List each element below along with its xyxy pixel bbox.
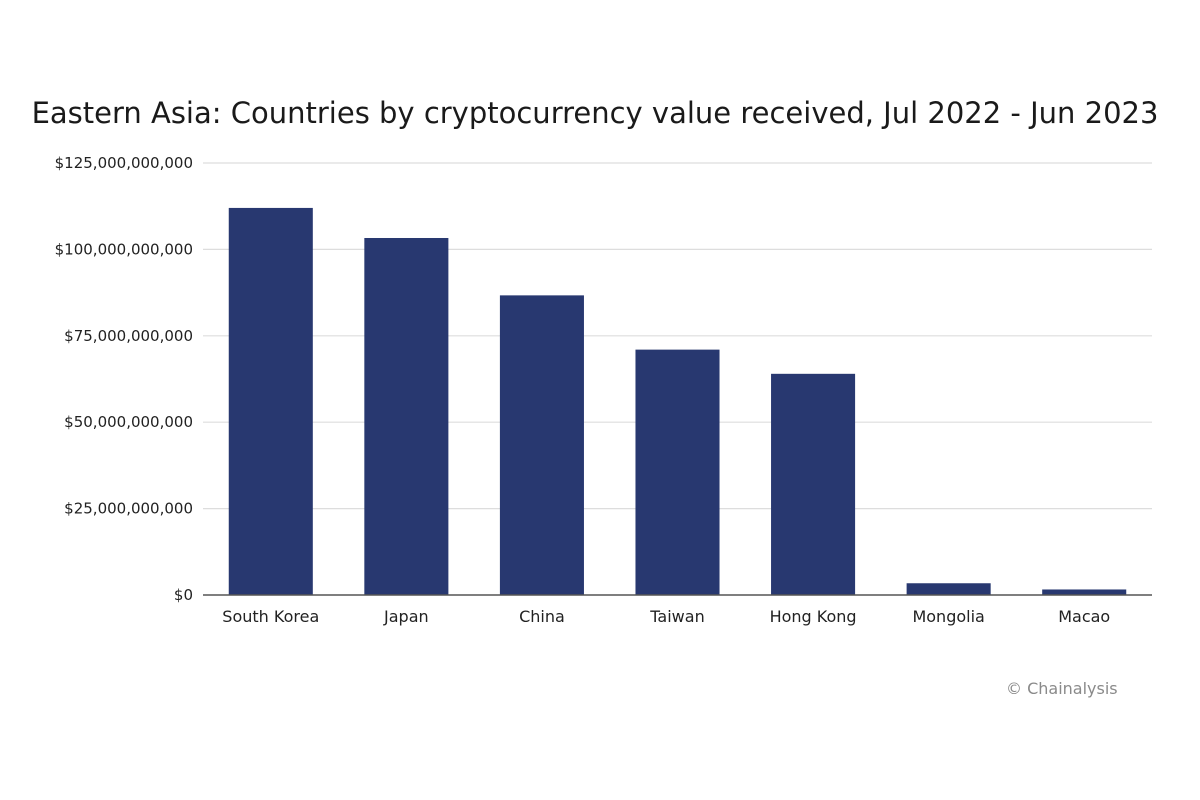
x-tick-label: Japan xyxy=(383,607,429,626)
bar xyxy=(228,207,313,596)
y-tick-label: $100,000,000,000 xyxy=(55,240,193,258)
bar xyxy=(364,237,449,596)
x-tick-label: Hong Kong xyxy=(770,607,857,626)
bar xyxy=(635,349,720,595)
x-tick-label: Taiwan xyxy=(649,607,704,626)
y-tick-label: $0 xyxy=(174,586,193,604)
y-tick-label: $50,000,000,000 xyxy=(64,413,193,431)
x-tick-label: South Korea xyxy=(222,607,319,626)
x-tick-label: Macao xyxy=(1058,607,1110,626)
y-tick-label: $75,000,000,000 xyxy=(64,327,193,345)
x-axis-tick-labels: South Korea Japan China Taiwan Hong Kong Mong… xyxy=(222,607,1110,626)
y-axis-tick-labels: $0 $25,000,000,000 $50,000,000,000 $75,000,… xyxy=(55,154,193,604)
y-tick-label: $25,000,000,000 xyxy=(64,500,193,518)
bar xyxy=(906,583,991,595)
x-tick-label: China xyxy=(519,607,565,626)
source-credit: © Chainalysis xyxy=(1006,679,1118,698)
chart-title: Eastern Asia: Countries by cryptocurrenc… xyxy=(31,96,1159,130)
bar xyxy=(499,295,584,595)
y-tick-label: $125,000,000,000 xyxy=(55,154,193,172)
bar xyxy=(1042,589,1127,595)
bar xyxy=(771,373,856,595)
bars xyxy=(228,207,1127,596)
x-tick-label: Mongolia xyxy=(912,607,984,626)
